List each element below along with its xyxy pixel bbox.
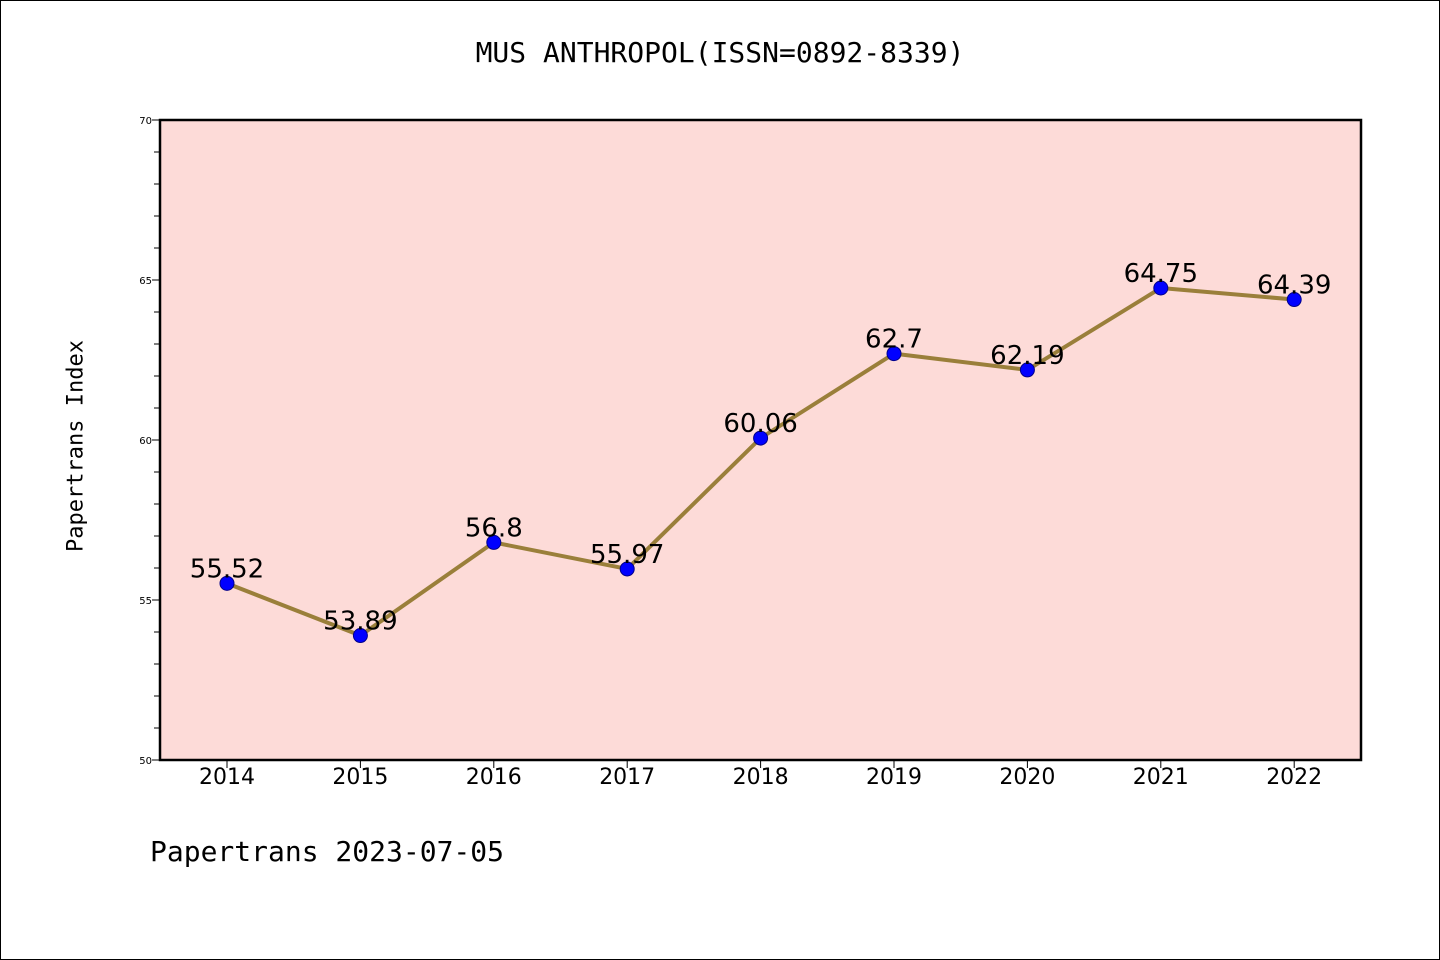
data-point: [886, 346, 902, 362]
chart-title: MUS ANTHROPOL(ISSN=0892-8339): [475, 36, 965, 69]
x-tick-label: 2019: [866, 765, 922, 790]
plot-border: [158, 118, 1363, 762]
data-point: [619, 561, 635, 577]
y-tick-label: 65: [139, 276, 152, 287]
data-label: 62.19: [990, 341, 1064, 371]
data-point: [486, 534, 502, 550]
y-tick-label: 70: [139, 116, 152, 127]
x-tick-label: 2014: [199, 765, 255, 790]
data-label: 64.75: [1124, 259, 1198, 289]
data-label: 53.89: [323, 607, 397, 637]
x-tick-label: 2021: [1133, 765, 1189, 790]
x-tick-label: 2016: [466, 765, 522, 790]
data-point: [1019, 362, 1035, 378]
y-tick-label: 55: [139, 596, 152, 607]
data-label: 56.8: [465, 513, 523, 543]
y-tick-label: 50: [139, 756, 152, 767]
x-tick-label: 2015: [332, 765, 388, 790]
data-label: 55.97: [590, 540, 664, 570]
footer-text: Papertrans 2023-07-05: [150, 835, 505, 868]
data-label: 64.39: [1257, 271, 1331, 301]
y-tick-label: 60: [139, 436, 152, 447]
data-label: 55.52: [190, 554, 264, 584]
x-tick-label: 2018: [733, 765, 789, 790]
x-tick-label: 2020: [999, 765, 1055, 790]
data-point: [753, 430, 769, 446]
x-tick-label: 2022: [1266, 765, 1322, 790]
data-point: [1153, 280, 1169, 296]
data-label: 62.7: [865, 325, 923, 355]
x-tick-label: 2017: [599, 765, 655, 790]
data-point: [1286, 292, 1302, 308]
data-label: 60.06: [723, 409, 797, 439]
data-point: [219, 575, 235, 591]
data-point: [352, 628, 368, 644]
